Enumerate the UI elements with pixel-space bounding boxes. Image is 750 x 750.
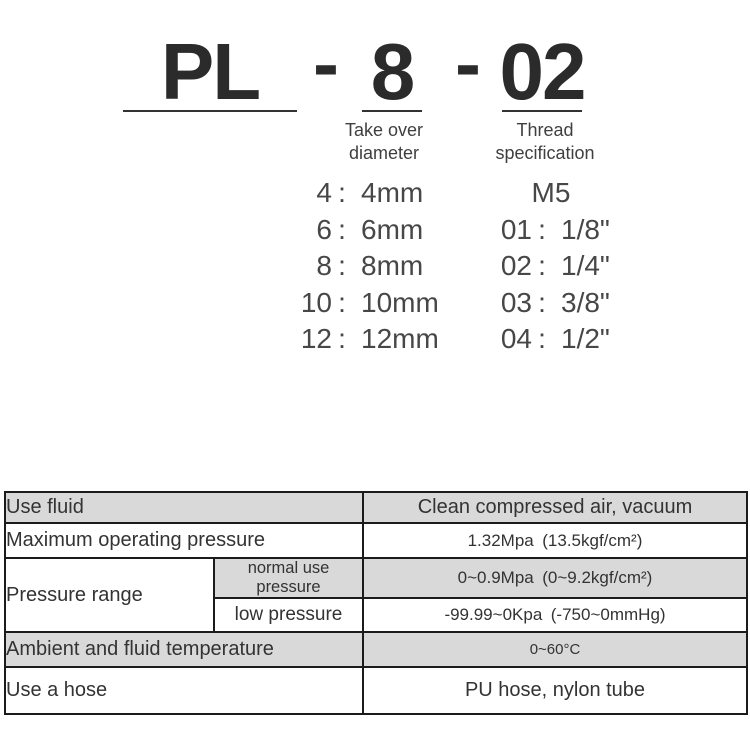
option-value: 3/8": [561, 286, 610, 318]
list-item: 01:1/8": [446, 212, 656, 249]
colon: :: [538, 250, 546, 282]
option-value: 6mm: [361, 213, 424, 245]
option-value: M5: [531, 177, 571, 209]
row-value-temperature: 0~60°C: [362, 631, 748, 668]
list-item: 03:3/8": [446, 285, 656, 322]
table-row: Ambient and fluid temperature 0~60°C: [4, 631, 748, 668]
option-value: 1/2": [561, 323, 610, 355]
thread-column-title: Thread specification: [435, 119, 655, 165]
row-value-normal-pressure: 0~0.9Mpa (0~9.2kgf/cm²): [362, 557, 748, 599]
option-code: 02: [500, 250, 532, 282]
colon: :: [538, 213, 546, 245]
list-item: 02:1/4": [446, 248, 656, 285]
row-value-hose: PU hose, nylon tube: [362, 666, 748, 715]
option-code: 03: [500, 286, 532, 318]
diameter-options-list: 4:4mm 6:6mm 8:8mm 10:10mm 12:12mm: [246, 175, 456, 358]
thread-title-line2: specification: [495, 143, 595, 163]
row-value-use-fluid: Clean compressed air, vacuum: [362, 491, 748, 524]
list-item: 04:1/2": [446, 321, 656, 358]
list-item: 6:6mm: [246, 212, 456, 249]
option-code: 01: [500, 213, 532, 245]
list-item: M5: [446, 175, 656, 212]
table-row: Pressure range normal use pressure 0~0.9…: [4, 557, 748, 633]
model-code-header: PL - 8 - 02: [0, 0, 750, 120]
colon: :: [338, 250, 346, 282]
colon: :: [538, 323, 546, 355]
row-label-pressure-range: Pressure range: [4, 557, 215, 633]
dash-separator: -: [313, 19, 339, 107]
option-code: 10: [300, 286, 332, 318]
dash-separator: -: [455, 19, 481, 107]
diameter-title-line2: diameter: [348, 143, 420, 163]
option-code: 12: [300, 323, 332, 355]
list-item: 4:4mm: [246, 175, 456, 212]
model-thread-code: 02: [500, 24, 587, 112]
row-label-hose: Use a hose: [4, 666, 364, 715]
list-item: 10:10mm: [246, 285, 456, 322]
sub-label-low-pressure: low pressure: [213, 597, 364, 633]
table-row: Maximum operating pressure 1.32Mpa (13.5…: [4, 522, 748, 559]
thread-options-list: M5 01:1/8" 02:1/4" 03:3/8" 04:1/2": [446, 175, 656, 358]
option-value: 4mm: [361, 177, 424, 209]
colon: :: [538, 286, 546, 318]
model-diameter-code: 8: [362, 24, 422, 112]
option-code: 4: [316, 177, 332, 209]
list-item: 8:8mm: [246, 248, 456, 285]
row-label-temperature: Ambient and fluid temperature: [4, 631, 364, 668]
model-series-code: PL: [123, 24, 297, 112]
list-item: 12:12mm: [246, 321, 456, 358]
row-label-use-fluid: Use fluid: [4, 491, 364, 524]
option-value: 10mm: [361, 286, 439, 318]
colon: :: [338, 213, 346, 245]
sub-label-normal-pressure: normal use pressure: [213, 557, 364, 599]
option-value: 1/4": [561, 250, 610, 282]
colon: :: [338, 286, 346, 318]
thread-title-line1: Thread: [516, 120, 574, 140]
diameter-title-line1: Take over: [344, 120, 424, 140]
row-value-max-pressure: 1.32Mpa (13.5kgf/cm²): [362, 522, 748, 559]
option-code: 8: [316, 250, 332, 282]
option-value: 12mm: [361, 323, 439, 355]
option-value: 1/8": [561, 213, 610, 245]
table-row: low pressure -99.99~0Kpa (-750~0mmHg): [5, 597, 748, 633]
diameter-column-title: Take over diameter: [274, 119, 494, 165]
spec-table: Use fluid Clean compressed air, vacuum M…: [4, 491, 748, 715]
colon: :: [338, 323, 346, 355]
colon: :: [338, 177, 346, 209]
option-code: 6: [316, 213, 332, 245]
row-label-max-pressure: Maximum operating pressure: [4, 522, 364, 559]
row-value-low-pressure: -99.99~0Kpa (-750~0mmHg): [362, 597, 748, 633]
option-value: 8mm: [361, 250, 424, 282]
table-row: Use fluid Clean compressed air, vacuum: [4, 491, 748, 524]
option-code: 04: [500, 323, 532, 355]
table-row: Use a hose PU hose, nylon tube: [4, 666, 748, 715]
